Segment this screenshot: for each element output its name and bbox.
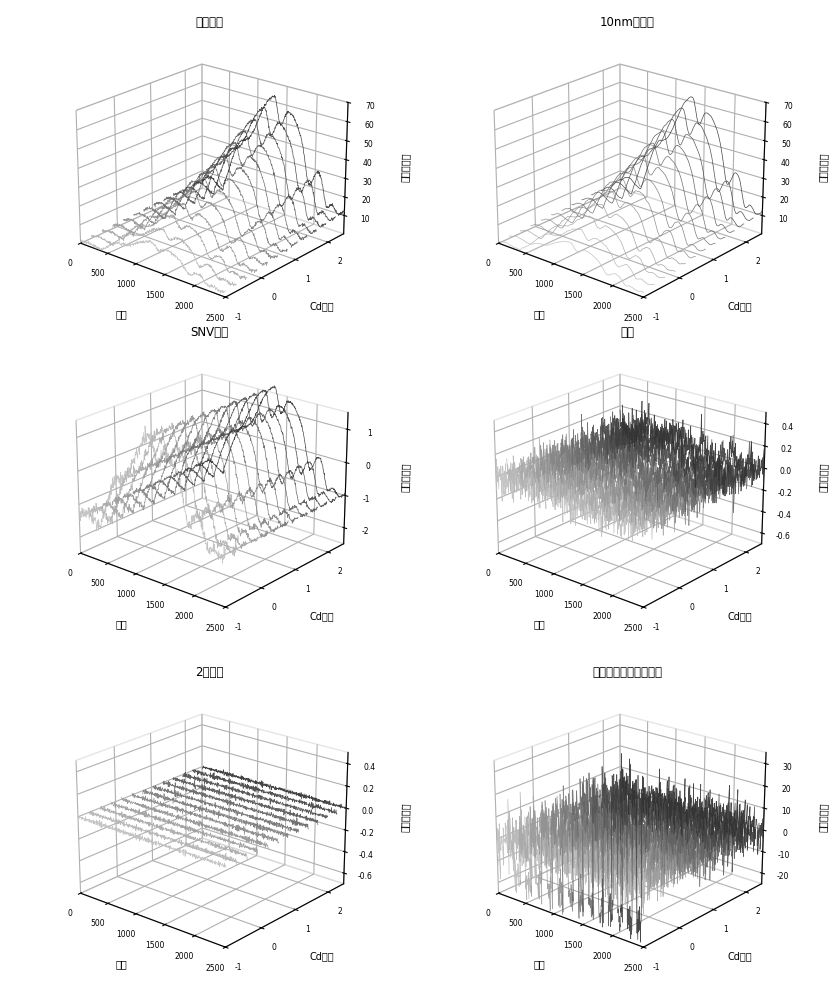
- Y-axis label: Cd含量: Cd含量: [309, 611, 334, 621]
- Y-axis label: Cd含量: Cd含量: [727, 951, 752, 961]
- X-axis label: 波长: 波长: [115, 309, 127, 319]
- Y-axis label: Cd含量: Cd含量: [727, 611, 752, 621]
- X-axis label: 波长: 波长: [115, 619, 127, 629]
- X-axis label: 波长: 波长: [533, 959, 545, 969]
- X-axis label: 波长: 波长: [533, 619, 545, 629]
- Title: SNV处理: SNV处理: [190, 326, 228, 339]
- Y-axis label: Cd含量: Cd含量: [727, 301, 752, 311]
- X-axis label: 波长: 波长: [533, 309, 545, 319]
- Title: 微分: 微分: [620, 326, 634, 339]
- Title: 2阶微分: 2阶微分: [195, 666, 223, 679]
- Y-axis label: Cd含量: Cd含量: [309, 301, 334, 311]
- Title: 原始光谱: 原始光谱: [195, 16, 223, 29]
- Title: 10nm重采样: 10nm重采样: [599, 16, 655, 29]
- X-axis label: 波长: 波长: [115, 959, 127, 969]
- Y-axis label: Cd含量: Cd含量: [309, 951, 334, 961]
- Title: 与标准样本的光谱比值: 与标准样本的光谱比值: [592, 666, 662, 679]
